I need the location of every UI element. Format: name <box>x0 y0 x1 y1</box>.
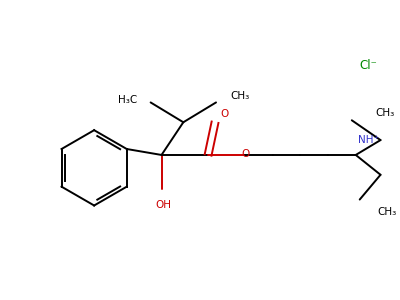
Text: O: O <box>242 149 250 159</box>
Text: CH₃: CH₃ <box>378 208 397 218</box>
Text: H₃C: H₃C <box>118 95 138 106</box>
Text: O: O <box>220 109 228 119</box>
Text: CH₃: CH₃ <box>376 108 395 118</box>
Text: OH: OH <box>156 200 172 209</box>
Text: Cl⁻: Cl⁻ <box>360 59 378 72</box>
Text: CH₃: CH₃ <box>230 92 249 101</box>
Text: NH⁺: NH⁺ <box>358 135 379 145</box>
